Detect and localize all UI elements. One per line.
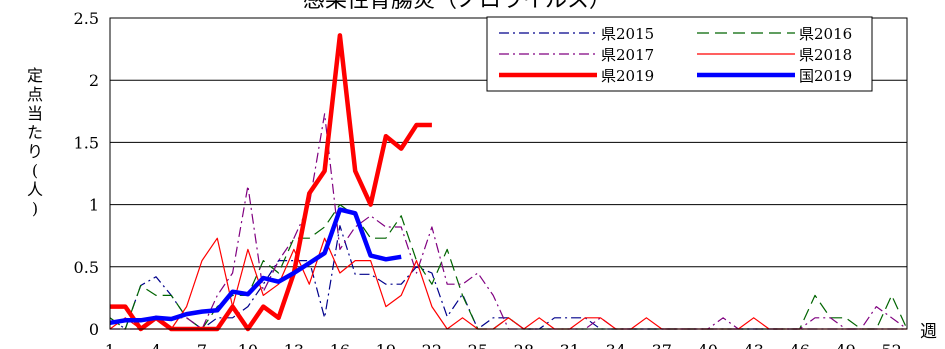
legend-label: 県2017 — [601, 46, 654, 64]
x-tick-label: 37 — [652, 341, 672, 349]
series-line — [109, 207, 402, 326]
x-tick-label: 43 — [744, 341, 764, 349]
x-tick-label: 22 — [422, 341, 442, 349]
y-tick-label: 2.5 — [74, 9, 99, 28]
y-tick-label: 0 — [89, 320, 99, 339]
x-tick-label: 25 — [468, 341, 488, 349]
y-tick-label: 1 — [89, 196, 99, 215]
y-axis-label: 定点当たり(人) — [26, 66, 43, 218]
gridlines — [110, 79, 907, 268]
legend-label: 国2019 — [799, 67, 852, 85]
x-tick-label: 4 — [151, 341, 161, 349]
x-tick-label: 19 — [376, 341, 396, 349]
series-line — [110, 33, 432, 332]
series-line — [109, 237, 907, 330]
x-tick-label: 16 — [330, 341, 350, 349]
x-tick-label: 13 — [284, 341, 304, 349]
legend-label: 県2015 — [601, 25, 654, 43]
legend-label: 県2019 — [601, 67, 654, 85]
x-tick-label: 31 — [560, 341, 580, 349]
x-tick-label: 28 — [514, 341, 534, 349]
x-tick-label: 7 — [197, 341, 207, 349]
legend-box — [486, 16, 873, 92]
legend-label: 県2016 — [799, 25, 852, 43]
x-axis-label: 週 — [920, 322, 937, 342]
y-tick-labels: 0 0.5 1 1.5 2 2.5 — [74, 9, 99, 339]
x-tick-label: 49 — [836, 341, 856, 349]
x-tick-label: 52 — [881, 341, 901, 349]
y-tick-label: 1.5 — [74, 133, 99, 152]
legend-label: 県2018 — [799, 46, 852, 64]
x-tick-label: 10 — [238, 341, 258, 349]
y-tick-label: 0.5 — [74, 258, 99, 277]
chart-title: 感染性胃腸炎（ノロウイルス） — [303, 0, 611, 13]
x-tick-labels: 1 4 7 10 13 16 19 22 25 28 31 34 37 40 43 46 49 52 — [105, 341, 902, 349]
x-tick-label: 34 — [606, 341, 626, 349]
y-tick-label: 2 — [89, 71, 99, 90]
x-tick-label: 40 — [698, 341, 718, 349]
x-tick-label: 46 — [790, 341, 810, 349]
legend: 県2015 県2016 県2017 県2018 県2019 国2019 — [486, 16, 873, 92]
x-tick-label: 1 — [105, 341, 115, 349]
